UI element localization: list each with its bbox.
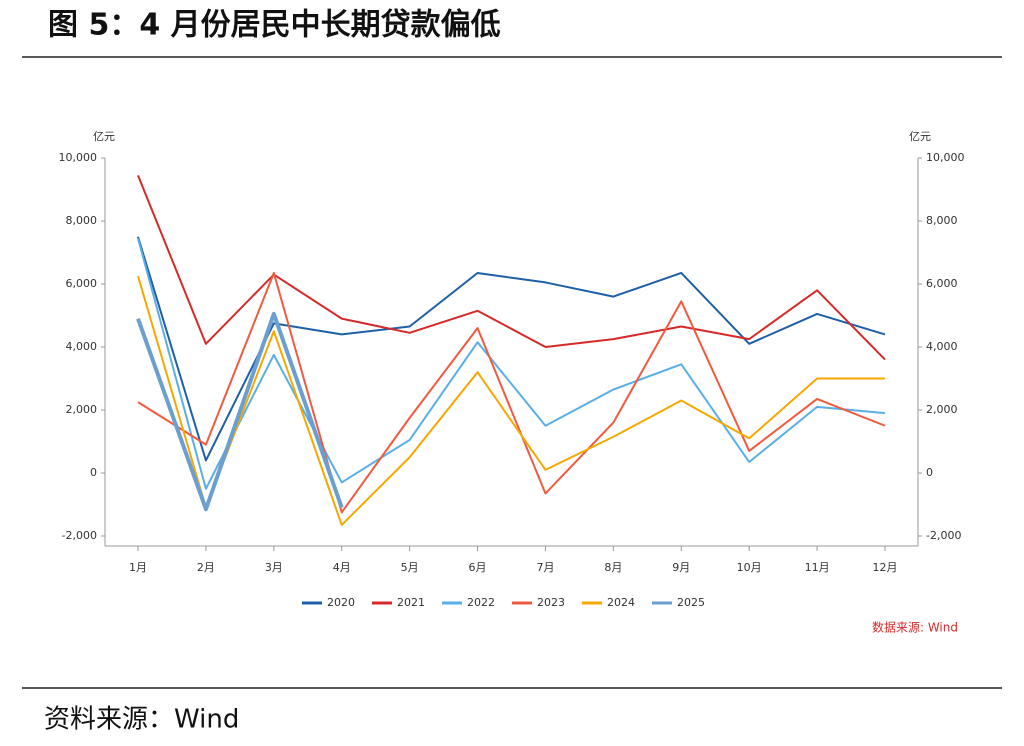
y2-tick-label: -2,000 bbox=[926, 529, 961, 542]
series-line bbox=[137, 271, 886, 514]
x-tick-label: 3月 bbox=[265, 561, 283, 574]
series-line bbox=[137, 275, 885, 526]
chart-note: 数据来源: Wind bbox=[872, 620, 958, 635]
legend-label: 2021 bbox=[397, 596, 425, 609]
y2-tick-label: 2,000 bbox=[926, 403, 958, 416]
x-tick-label: 7月 bbox=[536, 561, 554, 574]
page-title: 图 5：4 月份居民中长期贷款偏低 bbox=[48, 8, 501, 43]
legend-label: 2024 bbox=[607, 596, 635, 609]
x-tick-label: 12月 bbox=[873, 561, 898, 574]
legend-label: 2022 bbox=[467, 596, 495, 609]
y-tick-label: -2,000 bbox=[62, 529, 97, 542]
x-tick-label: 11月 bbox=[805, 561, 830, 574]
y2-tick-label: 4,000 bbox=[926, 340, 958, 353]
legend-label: 2023 bbox=[537, 596, 565, 609]
x-tick-label: 1月 bbox=[129, 561, 147, 574]
series-line bbox=[137, 174, 886, 361]
y-unit: 亿元 bbox=[93, 130, 115, 143]
y2-tick-label: 6,000 bbox=[926, 277, 958, 290]
y2-tick-label: 0 bbox=[926, 466, 933, 479]
x-tick-label: 8月 bbox=[604, 561, 622, 574]
source: 资料来源：Wind bbox=[44, 705, 239, 735]
y-tick-label: 6,000 bbox=[66, 277, 98, 290]
y2-tick-label: 10,000 bbox=[926, 151, 965, 164]
series-line bbox=[136, 311, 344, 512]
x-tick-label: 9月 bbox=[672, 561, 690, 574]
y2-unit: 亿元 bbox=[909, 130, 931, 143]
series-line bbox=[137, 238, 886, 490]
legend-label: 2020 bbox=[327, 596, 355, 609]
series-line bbox=[137, 236, 886, 462]
y-tick-label: 0 bbox=[90, 466, 97, 479]
legend-label: 2025 bbox=[677, 596, 705, 609]
y-tick-label: 10,000 bbox=[59, 151, 98, 164]
x-tick-label: 5月 bbox=[401, 561, 419, 574]
y2-tick-label: 8,000 bbox=[926, 214, 958, 227]
y-tick-label: 4,000 bbox=[66, 340, 98, 353]
y-tick-label: 2,000 bbox=[66, 403, 98, 416]
y-tick-label: 8,000 bbox=[66, 214, 98, 227]
x-tick-label: 2月 bbox=[197, 561, 215, 574]
x-tick-label: 10月 bbox=[737, 561, 762, 574]
x-tick-label: 4月 bbox=[333, 561, 351, 574]
x-tick-label: 6月 bbox=[469, 561, 487, 574]
